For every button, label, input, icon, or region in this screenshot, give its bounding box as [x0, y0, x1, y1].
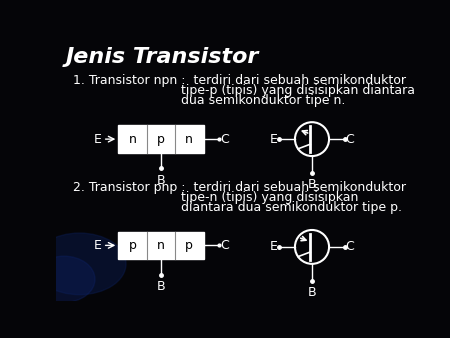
Text: C: C	[220, 239, 229, 252]
Text: n: n	[157, 239, 165, 252]
Text: E: E	[270, 132, 278, 146]
Text: B: B	[157, 280, 165, 293]
Ellipse shape	[33, 256, 95, 303]
Text: n: n	[129, 132, 136, 146]
Text: 1. Transistor npn :  terdiri dari sebuah semikonduktor: 1. Transistor npn : terdiri dari sebuah …	[73, 74, 406, 88]
Bar	[118, 125, 203, 153]
Text: n: n	[185, 132, 193, 146]
Text: E: E	[94, 239, 101, 252]
Ellipse shape	[33, 233, 126, 295]
Text: tipe-p (tipis) yang disisipkan diantara: tipe-p (tipis) yang disisipkan diantara	[73, 84, 415, 97]
Text: dua semikonduktor tipe n.: dua semikonduktor tipe n.	[73, 94, 346, 107]
Text: tipe-n (tipis) yang disisipkan: tipe-n (tipis) yang disisipkan	[73, 192, 359, 204]
Text: C: C	[220, 132, 229, 146]
Text: B: B	[308, 286, 316, 299]
Text: B: B	[157, 174, 165, 187]
Text: C: C	[346, 240, 354, 254]
Text: 2. Transistor pnp :  terdiri dari sebuah semikonduktor: 2. Transistor pnp : terdiri dari sebuah …	[73, 182, 406, 194]
Text: E: E	[94, 132, 101, 146]
Bar	[118, 232, 203, 259]
Text: C: C	[346, 132, 354, 146]
Text: p: p	[129, 239, 136, 252]
Text: B: B	[308, 178, 316, 191]
Text: Jenis Transistor: Jenis Transistor	[66, 47, 259, 67]
Text: diantara dua semikonduktor tipe p.: diantara dua semikonduktor tipe p.	[73, 201, 402, 215]
Text: p: p	[185, 239, 193, 252]
Text: E: E	[270, 240, 278, 254]
Text: p: p	[157, 132, 165, 146]
